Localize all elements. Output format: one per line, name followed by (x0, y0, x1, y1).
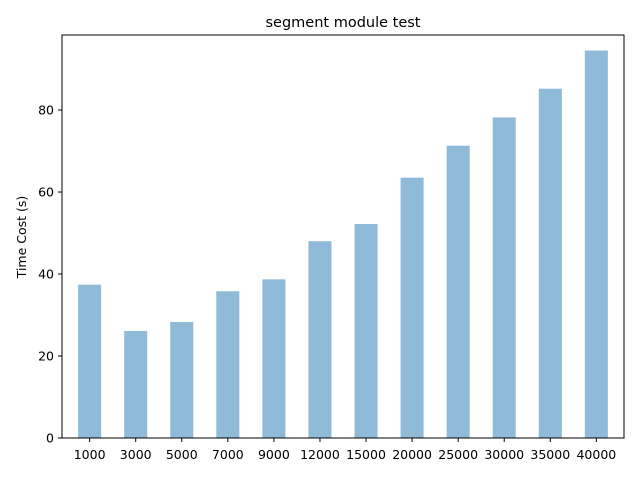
bar-1000 (78, 284, 102, 438)
bar-20000 (400, 177, 424, 439)
x-tick-label: 30000 (484, 447, 524, 462)
bar-25000 (446, 145, 470, 438)
x-tick-label: 7000 (212, 447, 244, 462)
bar-40000 (584, 50, 608, 438)
bar-35000 (538, 88, 562, 439)
bar-7000 (216, 291, 240, 438)
bar-3000 (124, 331, 148, 438)
x-tick-label: 35000 (530, 447, 570, 462)
x-tick-label: 15000 (346, 447, 386, 462)
y-tick-label: 20 (38, 349, 54, 364)
y-tick-label: 40 (38, 267, 54, 282)
chart-title: segment module test (265, 15, 420, 31)
x-tick-label: 25000 (438, 447, 478, 462)
x-tick-label: 5000 (166, 447, 198, 462)
bar-15000 (354, 224, 378, 438)
bar-12000 (308, 241, 332, 438)
y-tick-label: 0 (46, 431, 54, 446)
bar-30000 (492, 117, 516, 439)
x-tick-label: 1000 (74, 447, 106, 462)
y-axis-ticks: 0 20 40 60 80 (38, 103, 62, 446)
x-tick-label: 9000 (258, 447, 290, 462)
y-tick-label: 80 (38, 103, 54, 118)
bar-5000 (170, 321, 194, 438)
x-tick-label: 40000 (576, 447, 616, 462)
x-tick-label: 20000 (392, 447, 432, 462)
x-tick-label: 12000 (300, 447, 340, 462)
x-axis-ticks: 1000 3000 5000 7000 9000 12000 15000 20000 25000… (74, 438, 616, 462)
plot-frame (61, 34, 625, 439)
bars-group (78, 50, 608, 439)
bar-9000 (262, 279, 286, 438)
y-axis-label: Time Cost (s) (14, 196, 29, 280)
x-tick-label: 3000 (120, 447, 152, 462)
y-tick-label: 60 (38, 185, 54, 200)
